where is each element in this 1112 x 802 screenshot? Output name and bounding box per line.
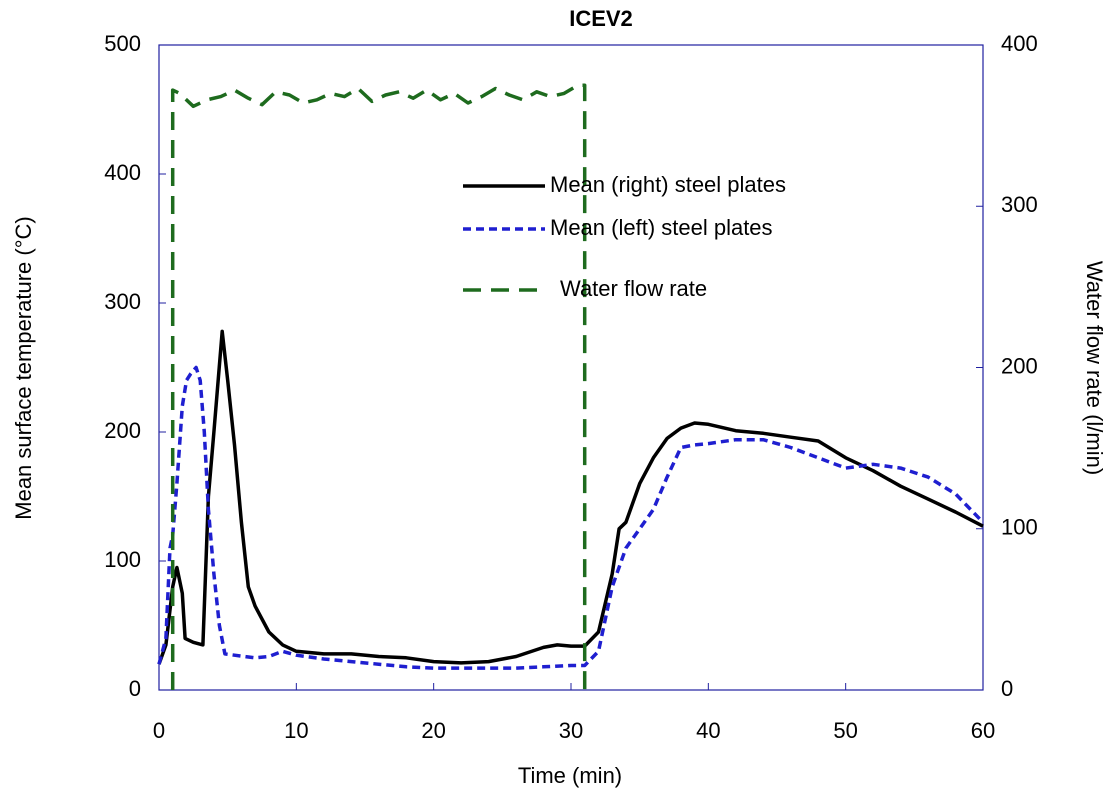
x-tick-label: 60 <box>971 718 995 743</box>
legend-label: Mean (left) steel plates <box>550 215 773 240</box>
legend-label: Water flow rate <box>560 276 707 301</box>
y2-tick-label: 200 <box>1001 353 1038 378</box>
x-tick-label: 50 <box>833 718 857 743</box>
y2-tick-label: 100 <box>1001 515 1038 540</box>
x-tick-label: 30 <box>559 718 583 743</box>
data-line <box>157 365 985 670</box>
y-tick-label: 0 <box>129 676 141 701</box>
y-axis-label: Mean surface temperature (°C) <box>11 216 36 519</box>
x-tick-label: 20 <box>421 718 445 743</box>
plot-frame <box>158 44 984 691</box>
y2-tick-label: 300 <box>1001 192 1038 217</box>
x-tick-label: 40 <box>696 718 720 743</box>
y-tick-label: 500 <box>104 31 141 56</box>
legend-label: Mean (right) steel plates <box>550 172 786 197</box>
data-line <box>157 329 984 665</box>
y2-tick-label: 0 <box>1001 676 1013 701</box>
y-tick-label: 100 <box>104 547 141 572</box>
y-tick-label: 400 <box>104 160 141 185</box>
chart-title: ICEV2 <box>569 6 633 31</box>
x-axis-label: Time (min) <box>518 763 622 788</box>
x-tick-label: 10 <box>284 718 308 743</box>
x-tick-label: 0 <box>153 718 165 743</box>
data-line <box>170 83 587 690</box>
y2-axis-label: Water flow rate (l/min) <box>1082 261 1107 475</box>
y-tick-label: 300 <box>104 289 141 314</box>
y2-tick-label: 400 <box>1001 31 1038 56</box>
y-tick-label: 200 <box>104 418 141 443</box>
